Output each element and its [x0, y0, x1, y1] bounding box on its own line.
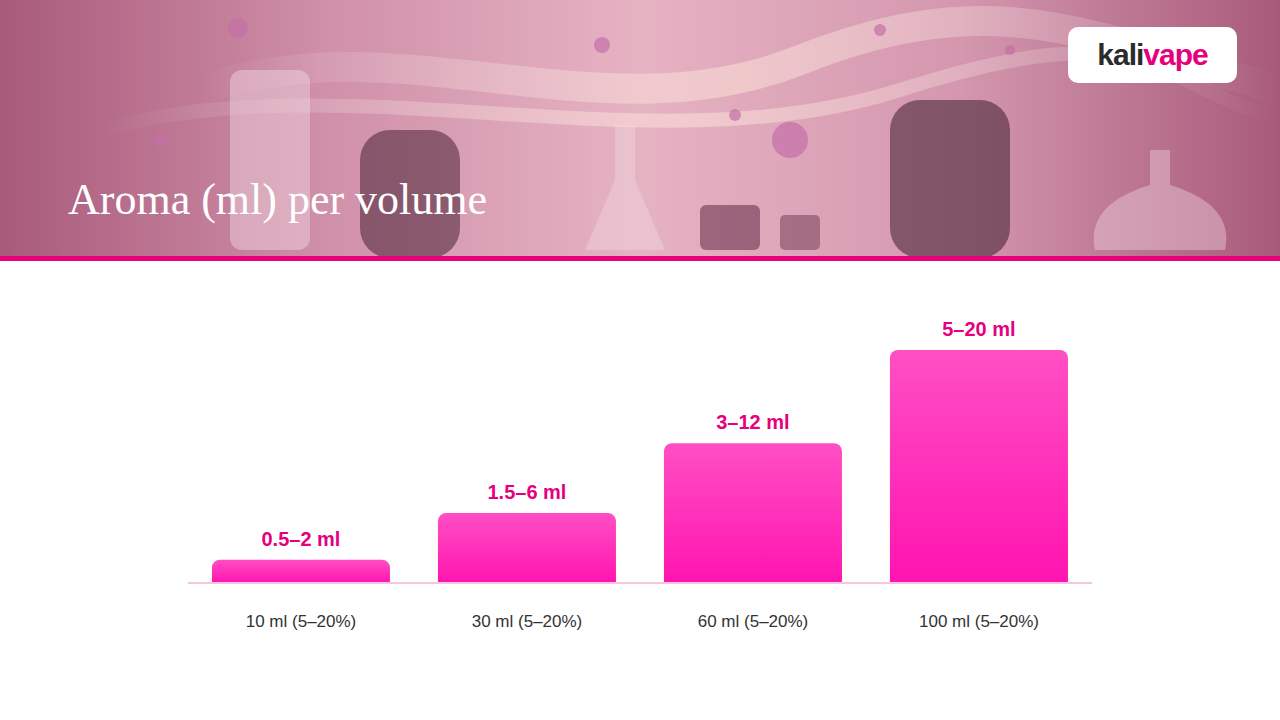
svg-text:10 ml (5–20%): 10 ml (5–20%) [246, 612, 357, 631]
svg-text:30 ml (5–20%): 30 ml (5–20%) [472, 612, 583, 631]
svg-text:5–20 ml: 5–20 ml [942, 318, 1015, 340]
svg-text:1.5–6 ml: 1.5–6 ml [487, 481, 566, 503]
html-text:kali vape: kali vape [1097, 38, 1208, 71]
svg-text:3–12 ml: 3–12 ml [716, 411, 789, 433]
svg-text:60 ml (5–20%): 60 ml (5–20%) [698, 612, 809, 631]
svg-text:0.5–2 ml: 0.5–2 ml [261, 528, 340, 550]
svg-text:100 ml (5–20%): 100 ml (5–20%) [919, 612, 1039, 631]
html-text:Aroma (ml) per volume: Aroma (ml) per volume [68, 175, 488, 224]
